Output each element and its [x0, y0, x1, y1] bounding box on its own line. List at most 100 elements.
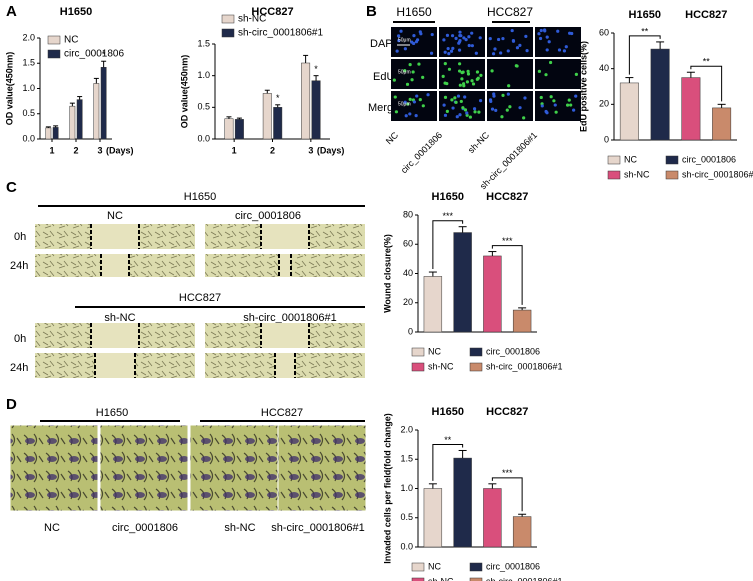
cell	[554, 110, 558, 114]
cell	[574, 72, 578, 76]
cell	[466, 72, 471, 76]
legend-label: sh-NC	[428, 576, 454, 581]
cell	[404, 114, 408, 118]
panel-letter: D	[6, 396, 17, 413]
cell	[403, 47, 407, 51]
significance: ***	[502, 236, 513, 246]
cell	[473, 110, 477, 114]
cell	[562, 49, 567, 53]
wound-gap	[275, 353, 295, 378]
y-tick-label: 60	[403, 239, 413, 249]
cell	[497, 37, 501, 42]
cell	[545, 35, 549, 39]
x-tick-label: 1	[49, 145, 54, 155]
legend-swatch	[221, 28, 235, 38]
cell	[501, 93, 505, 97]
legend-label: sh-circ_0001806#1	[238, 28, 323, 39]
cell	[525, 49, 529, 53]
cell	[429, 51, 434, 55]
legend-swatch	[469, 577, 483, 581]
legend-label: NC	[428, 561, 441, 571]
cell	[426, 93, 430, 97]
scale-label: 50μm	[398, 101, 411, 107]
legend-label: sh-NC	[624, 169, 650, 179]
cell	[501, 36, 505, 41]
cell	[494, 108, 498, 112]
bar	[712, 107, 732, 141]
scale-label: 50μm	[398, 37, 411, 43]
legend-label: sh-NC	[428, 361, 454, 371]
sample-label: NC	[44, 522, 60, 534]
significance: **	[641, 26, 649, 36]
image-tile	[535, 59, 581, 89]
image-tile	[277, 424, 367, 512]
cell	[505, 108, 509, 112]
cell	[443, 113, 448, 117]
cell	[491, 52, 496, 56]
cell	[463, 108, 468, 112]
wound-gap	[91, 323, 139, 348]
time-label: 24h	[10, 260, 28, 272]
cell	[458, 113, 462, 117]
wound-gap	[279, 254, 291, 277]
cell	[405, 82, 410, 86]
cell	[515, 64, 519, 68]
group-label: HCC827	[685, 9, 727, 21]
image-tile	[487, 59, 533, 89]
cell	[547, 40, 551, 44]
y-tick-label: 1.0	[400, 483, 413, 493]
chart-title: H1650	[60, 6, 92, 18]
cell	[465, 80, 470, 84]
cell	[460, 71, 464, 75]
legend-label: NC	[428, 346, 441, 356]
cell	[410, 40, 414, 44]
cell	[548, 60, 553, 65]
x-tick-label: 2	[73, 145, 78, 155]
legend-label: NC	[64, 35, 78, 46]
legend-label: NC	[624, 154, 637, 164]
cell	[454, 36, 458, 41]
significance-bracket	[690, 65, 723, 102]
cell	[415, 94, 419, 98]
group-label: H1650	[396, 5, 432, 19]
cell	[414, 114, 418, 118]
cell	[490, 69, 494, 73]
significance-bracket	[628, 35, 661, 75]
cell	[518, 43, 522, 47]
bar	[423, 488, 443, 548]
cell	[442, 103, 446, 107]
bar	[93, 83, 100, 140]
cell	[451, 46, 455, 50]
legend-swatch	[411, 577, 425, 581]
y-tick-label: 0	[604, 134, 609, 144]
cell	[461, 106, 465, 110]
cell	[403, 69, 407, 73]
y-tick-label: 40	[599, 63, 609, 73]
panel-letter: C	[6, 179, 17, 196]
cell	[500, 115, 504, 119]
bar	[273, 107, 283, 140]
cell	[475, 70, 480, 74]
x-axis-label: (Days)	[106, 145, 134, 155]
cell	[488, 98, 493, 102]
significance: ***	[442, 211, 453, 221]
image-tile	[487, 27, 533, 57]
cell	[467, 43, 471, 48]
sample-label: NC	[384, 130, 401, 147]
cell	[470, 44, 474, 48]
cell	[443, 95, 448, 99]
y-tick-label: 1.0	[22, 83, 35, 93]
cell	[459, 34, 463, 38]
cell	[450, 34, 455, 38]
bar	[483, 488, 502, 548]
group-label: HCC827	[486, 191, 528, 203]
stain-label: DAPI	[370, 38, 396, 50]
bar	[650, 48, 670, 141]
cell	[574, 94, 578, 98]
cell	[458, 83, 462, 87]
x-tick-label: 2	[270, 145, 275, 155]
cell	[445, 81, 449, 86]
cell	[392, 78, 396, 82]
sample-label: sh-NC	[104, 312, 135, 324]
cell	[410, 78, 414, 82]
